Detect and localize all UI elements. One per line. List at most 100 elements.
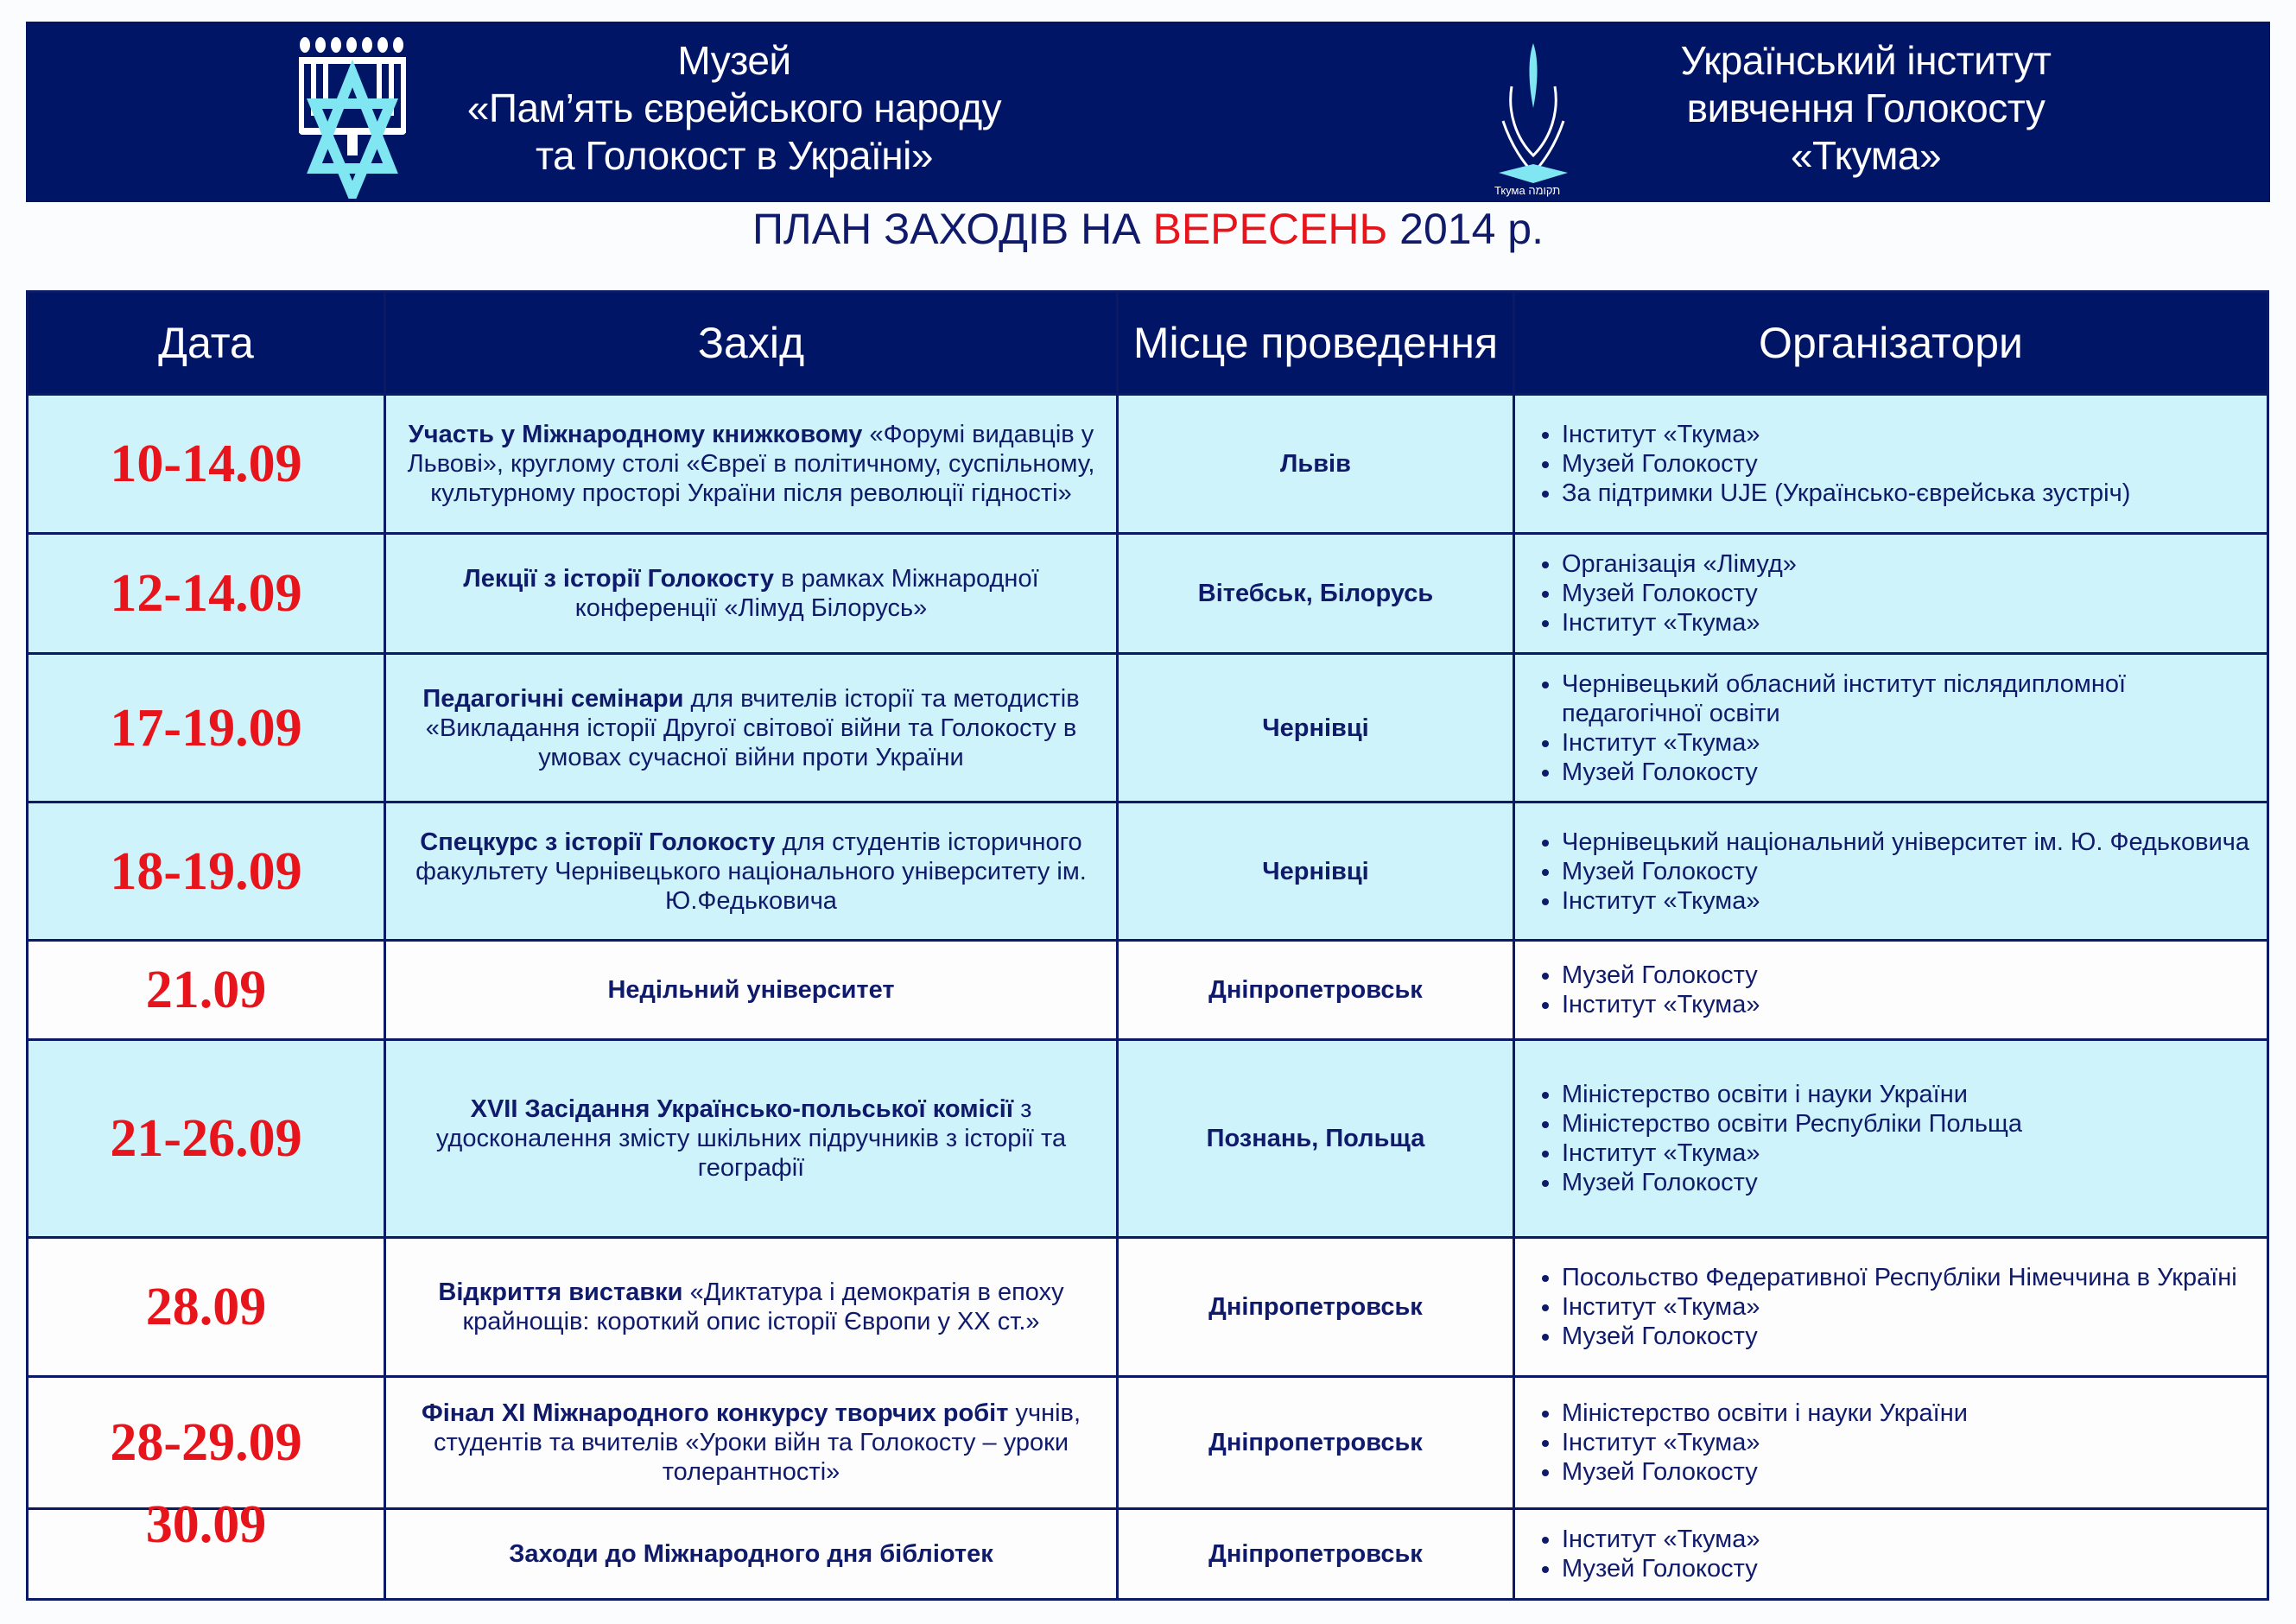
table-row: 21.09 Недільний університет Дніпропетров…: [26, 939, 2269, 1041]
event-details: для вчителів історії та методистів «Викл…: [425, 684, 1080, 771]
event-description: Відкриття виставки «Диктатура і демократ…: [384, 1236, 1119, 1378]
event-details: «Диктатура і демократія в епоху крайнощі…: [462, 1278, 1064, 1335]
event-place: Львів: [1116, 393, 1515, 535]
event-details: учнів, студентів та вчителів «Уроки війн…: [433, 1399, 1081, 1486]
event-place: Чернівці: [1116, 652, 1515, 803]
event-place: Дніпропетровськ: [1116, 1507, 1515, 1601]
event-organizers: Організація «Лімуд»Музей ГолокостуІнстит…: [1513, 532, 2269, 655]
event-title: Відкриття виставки: [438, 1278, 683, 1306]
organizer-item: Музей Голокосту: [1562, 1168, 2260, 1197]
organizer-item: Міністерство освіти і науки України: [1562, 1399, 2260, 1428]
event-description: Спецкурс з історії Голокосту для студент…: [384, 801, 1119, 942]
organizer-item: Музей Голокосту: [1562, 579, 2260, 608]
table-row: 21-26.09 XVII Засідання Українсько-польс…: [26, 1038, 2269, 1239]
event-date: 21-26.09: [26, 1038, 386, 1239]
event-place: Дніпропетровськ: [1116, 939, 1515, 1041]
organizer-item: Чернівецький обласний інститут післядипл…: [1562, 669, 2260, 728]
header-banner: Музей «Пам’ять єврейського народу та Гол…: [26, 22, 2270, 202]
event-date: 28-29.09: [26, 1375, 386, 1510]
organizer-item: Організація «Лімуд»: [1562, 549, 2260, 579]
tkuma-logo-text: Ткума תקומה: [1494, 184, 1560, 197]
organizers-list: Інститут «Ткума»Музей ГолокостуЗа підтри…: [1527, 420, 2260, 508]
event-organizers: Посольство Федеративної Республіки Німеч…: [1513, 1236, 2269, 1378]
organizers-list: Міністерство освіти і науки УкраїниІнсти…: [1527, 1399, 2260, 1487]
organizer-item: Інститут «Ткума»: [1562, 1292, 2260, 1322]
table-row: 28-29.09 Фінал XI Міжнародного конкурсу …: [26, 1375, 2269, 1510]
event-description: Педагогічні семінари для вчителів історі…: [384, 652, 1119, 803]
organizer-item: Інститут «Ткума»: [1562, 420, 2260, 449]
table-row: 28.09 Відкриття виставки «Диктатура і де…: [26, 1236, 2269, 1378]
museum-name: Музей «Пам’ять єврейського народу та Гол…: [432, 37, 1037, 180]
event-organizers: Чернівецький обласний інститут післядипл…: [1513, 652, 2269, 803]
organizers-list: Інститут «Ткума»Музей Голокосту: [1527, 1525, 2260, 1583]
events-table: Дата Захід Місце проведення Організатори…: [26, 290, 2269, 1601]
museum-logo-icon: [299, 37, 406, 199]
event-description: Заходи до Міжнародного дня бібліотек: [384, 1507, 1119, 1601]
organizer-item: Міністерство освіти Республіки Польща: [1562, 1109, 2260, 1139]
event-date: 30.09: [26, 1498, 386, 1601]
event-organizers: Чернівецький національний університет ім…: [1513, 801, 2269, 942]
table-row: 18-19.09 Спецкурс з історії Голокосту дл…: [26, 801, 2269, 942]
table-row: 10-14.09 Участь у Міжнародному книжковом…: [26, 393, 2269, 535]
event-date: 18-19.09: [26, 801, 386, 942]
column-header-event: Захід: [384, 290, 1119, 396]
event-date: 17-19.09: [26, 652, 386, 803]
organizer-item: Інститут «Ткума»: [1562, 728, 2260, 758]
page-title: ПЛАН ЗАХОДІВ НА ВЕРЕСЕНЬ 2014 р.: [0, 204, 2296, 254]
event-details: в рамках Міжнародної конференції «Лімуд …: [574, 565, 1039, 622]
organizers-list: Міністерство освіти і науки УкраїниМініс…: [1527, 1080, 2260, 1197]
table-row: 30.09 Заходи до Міжнародного дня бібліот…: [26, 1498, 2269, 1601]
institute-name-line: Український інститут: [1680, 38, 2052, 83]
event-details: з удосконалення змісту шкільних підручни…: [435, 1095, 1067, 1182]
organizer-item: Музей Голокосту: [1562, 961, 2260, 990]
institute-name: Український інститут вивчення Голокосту …: [1581, 37, 2151, 180]
organizer-item: Міністерство освіти і науки України: [1562, 1080, 2260, 1109]
event-organizers: Міністерство освіти і науки УкраїниМініс…: [1513, 1038, 2269, 1239]
event-date: 12-14.09: [26, 532, 386, 655]
event-date: 10-14.09: [26, 393, 386, 535]
event-details: «Форумі видавців у Львові», круглому сто…: [407, 421, 1095, 507]
institute-name-line: вивчення Голокосту: [1686, 86, 2045, 130]
museum-name-line: «Пам’ять єврейського народу: [466, 86, 1002, 130]
organizer-item: Музей Голокосту: [1562, 1457, 2260, 1487]
organizers-list: Чернівецький обласний інститут післядипл…: [1527, 669, 2260, 787]
event-place: Вітебськ, Білорусь: [1116, 532, 1515, 655]
organizer-item: Інститут «Ткума»: [1562, 990, 2260, 1019]
event-place: Дніпропетровськ: [1116, 1375, 1515, 1510]
event-organizers: Інститут «Ткума»Музей Голокосту: [1513, 1507, 2269, 1601]
event-title: Участь у Міжнародному книжковому: [408, 421, 863, 448]
event-place: Дніпропетровськ: [1116, 1236, 1515, 1378]
event-title: Фінал XI Міжнародного конкурсу творчих р…: [421, 1399, 1009, 1427]
museum-name-line: та Голокост в Україні»: [536, 133, 933, 178]
institute-name-line: «Ткума»: [1790, 133, 1942, 178]
organizer-item: Музей Голокосту: [1562, 1322, 2260, 1351]
organizer-item: Інститут «Ткума»: [1562, 608, 2260, 638]
column-header-organizers: Організатори: [1513, 290, 2269, 396]
organizer-item: Інститут «Ткума»: [1562, 1139, 2260, 1168]
table-row: 17-19.09 Педагогічні семінари для вчител…: [26, 652, 2269, 803]
organizer-item: Інститут «Ткума»: [1562, 886, 2260, 916]
event-organizers: Інститут «Ткума»Музей ГолокостуЗа підтри…: [1513, 393, 2269, 535]
organizers-list: Музей ГолокостуІнститут «Ткума»: [1527, 961, 2260, 1019]
table-header-row: Дата Захід Місце проведення Організатори: [26, 290, 2269, 396]
event-title: Заходи до Міжнародного дня бібліотек: [509, 1540, 993, 1568]
title-year: 2014 р.: [1399, 205, 1544, 253]
organizer-item: Музей Голокосту: [1562, 857, 2260, 886]
event-description: Участь у Міжнародному книжковому «Форумі…: [384, 393, 1119, 535]
event-title: Недільний університет: [607, 976, 895, 1004]
table-row: 12-14.09 Лекції з історії Голокосту в ра…: [26, 532, 2269, 655]
event-title: XVII Засідання Українсько-польської комі…: [470, 1095, 1014, 1123]
event-organizers: Міністерство освіти і науки УкраїниІнсти…: [1513, 1375, 2269, 1510]
tkuma-logo-icon: Ткума תקומה: [1494, 43, 1568, 197]
organizer-item: Музей Голокосту: [1562, 449, 2260, 479]
event-title: Педагогічні семінари: [422, 684, 684, 713]
event-title: Спецкурс з історії Голокосту: [420, 828, 776, 856]
title-month: ВЕРЕСЕНЬ: [1152, 205, 1388, 253]
organizers-list: Організація «Лімуд»Музей ГолокостуІнстит…: [1527, 549, 2260, 638]
organizer-item: Інститут «Ткума»: [1562, 1525, 2260, 1554]
column-header-place: Місце проведення: [1116, 290, 1515, 396]
organizer-item: Посольство Федеративної Республіки Німеч…: [1562, 1263, 2260, 1292]
event-date: 28.09: [26, 1236, 386, 1378]
title-prefix: ПЛАН ЗАХОДІВ НА: [752, 205, 1141, 253]
event-description: Лекції з історії Голокосту в рамках Міжн…: [384, 532, 1119, 655]
